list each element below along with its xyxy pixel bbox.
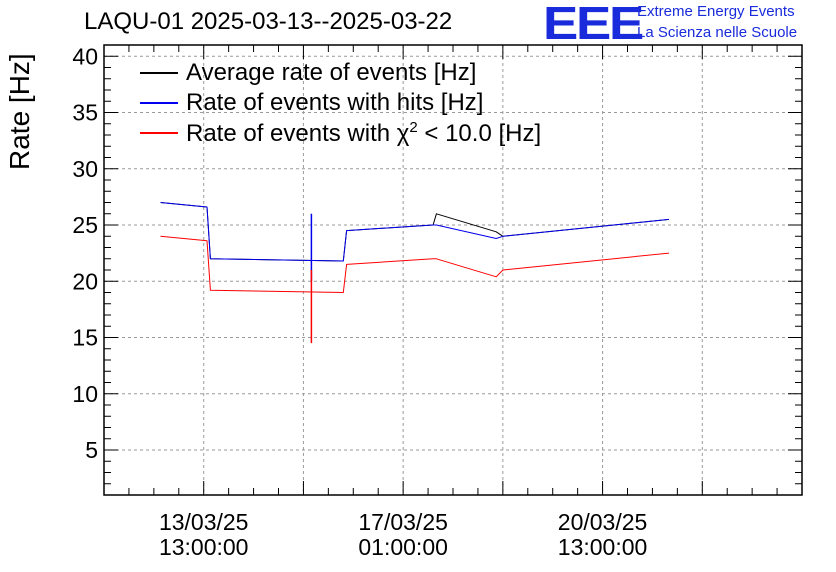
chart-title: LAQU-01 2025-03-13--2025-03-22 — [84, 8, 453, 35]
grid-lines — [104, 45, 802, 495]
x-tick-label: 20/03/25 13:00:00 — [533, 510, 673, 560]
legend-entry-average: Average rate of events [Hz] — [140, 58, 541, 88]
x-tick-label: 13/03/25 13:00:00 — [134, 510, 274, 560]
logo-line-2: La Scienza nelle Scuole — [637, 24, 798, 41]
logo-line-1: Extreme Energy Events — [637, 3, 795, 20]
y-tick-label: 35 — [72, 100, 98, 126]
y-tick-label: 40 — [72, 43, 98, 69]
legend-label-hits: Rate of events with hits [Hz] — [186, 89, 484, 116]
x-tick-date: 20/03/25 — [557, 509, 648, 535]
x-tick-time: 01:00:00 — [358, 534, 448, 560]
x-tick-time: 13:00:00 — [158, 534, 249, 560]
legend-label-chi2: Rate of events with χ2 < 10.0 [Hz] — [186, 119, 541, 148]
y-axis-ticks: 5 10 15 20 25 30 35 40 — [72, 43, 802, 496]
y-tick-label: 20 — [72, 268, 98, 294]
legend-chi2-prefix: Rate of events with — [186, 119, 397, 147]
x-tick-time: 13:00:00 — [557, 534, 648, 560]
y-tick-label: 10 — [72, 381, 98, 407]
legend-swatch-blue — [140, 102, 178, 104]
x-tick-date: 17/03/25 — [358, 509, 448, 535]
y-tick-label: 5 — [85, 437, 98, 463]
y-tick-label: 30 — [72, 156, 98, 182]
legend: Average rate of events [Hz] Rate of even… — [140, 58, 541, 148]
y-tick-label: 25 — [72, 212, 98, 238]
x-tick-label: 17/03/25 01:00:00 — [333, 510, 473, 560]
series-line-0 — [160, 202, 670, 262]
series-group — [160, 202, 670, 344]
series-line-1 — [160, 202, 670, 262]
y-axis-label: Rate [Hz] — [4, 53, 35, 170]
legend-swatch-black — [140, 72, 178, 74]
legend-chi2-suffix: < 10.0 [Hz] — [417, 119, 542, 147]
eee-logo: EEE — [543, 0, 644, 49]
series-line-2 — [160, 235, 670, 293]
legend-label-average: Average rate of events [Hz] — [186, 59, 477, 86]
legend-chi-symbol: χ — [396, 119, 410, 147]
legend-entry-hits: Rate of events with hits [Hz] — [140, 88, 541, 118]
legend-entry-chi2: Rate of events with χ2 < 10.0 [Hz] — [140, 118, 541, 148]
y-tick-label: 15 — [72, 325, 98, 351]
x-axis-ticks — [128, 45, 778, 495]
x-tick-date: 13/03/25 — [158, 509, 249, 535]
legend-swatch-red — [140, 132, 178, 134]
legend-chi-exponent: 2 — [409, 118, 418, 136]
